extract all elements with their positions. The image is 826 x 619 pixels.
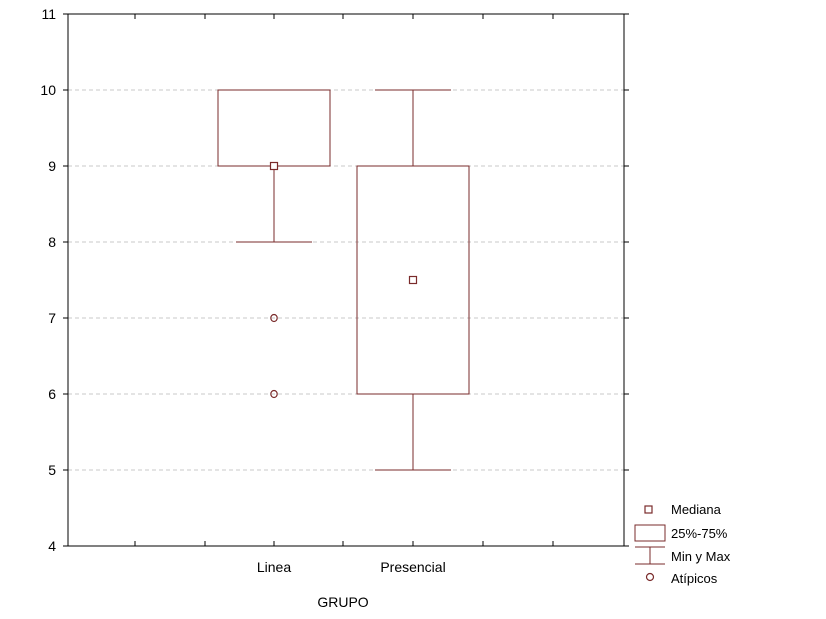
y-tick-label: 7 <box>48 310 56 326</box>
legend-median-swatch <box>644 505 653 514</box>
median-marker <box>408 275 418 285</box>
grid-lines <box>68 89 624 471</box>
y-tick-label: 5 <box>48 462 56 478</box>
iqr-box <box>356 165 470 395</box>
y-tick-label: 11 <box>41 6 56 22</box>
y-tick-label: 9 <box>48 158 56 174</box>
y-tick-label: 10 <box>40 82 56 98</box>
iqr-box <box>217 89 331 167</box>
y-tick-label: 8 <box>48 234 56 250</box>
legend-box-swatch <box>634 524 666 542</box>
median-marker <box>269 161 279 171</box>
x-axis: Linea Presencial <box>134 14 554 575</box>
legend-outlier-label: Atípicos <box>671 571 718 586</box>
x-category-label: Presencial <box>380 559 445 575</box>
legend: Mediana 25%-75% Min y Max Atípicos <box>634 502 731 586</box>
plot-frame <box>67 13 625 547</box>
y-axis: 4 5 6 7 8 9 10 11 <box>40 6 629 554</box>
outlier-point <box>270 389 278 399</box>
box-group <box>356 89 470 471</box>
x-category-label: Linea <box>257 559 291 575</box>
outlier-point <box>270 313 278 323</box>
box-group <box>217 89 331 399</box>
y-tick-label: 6 <box>48 386 56 402</box>
legend-median-label: Mediana <box>671 502 722 517</box>
y-tick-label: 4 <box>48 538 56 554</box>
legend-whisker-swatch <box>635 546 665 565</box>
legend-whisker-label: Min y Max <box>671 549 731 564</box>
x-axis-title: GRUPO <box>317 594 368 610</box>
legend-outlier-swatch <box>645 572 655 582</box>
legend-box-label: 25%-75% <box>671 526 728 541</box>
boxes <box>217 89 470 471</box>
